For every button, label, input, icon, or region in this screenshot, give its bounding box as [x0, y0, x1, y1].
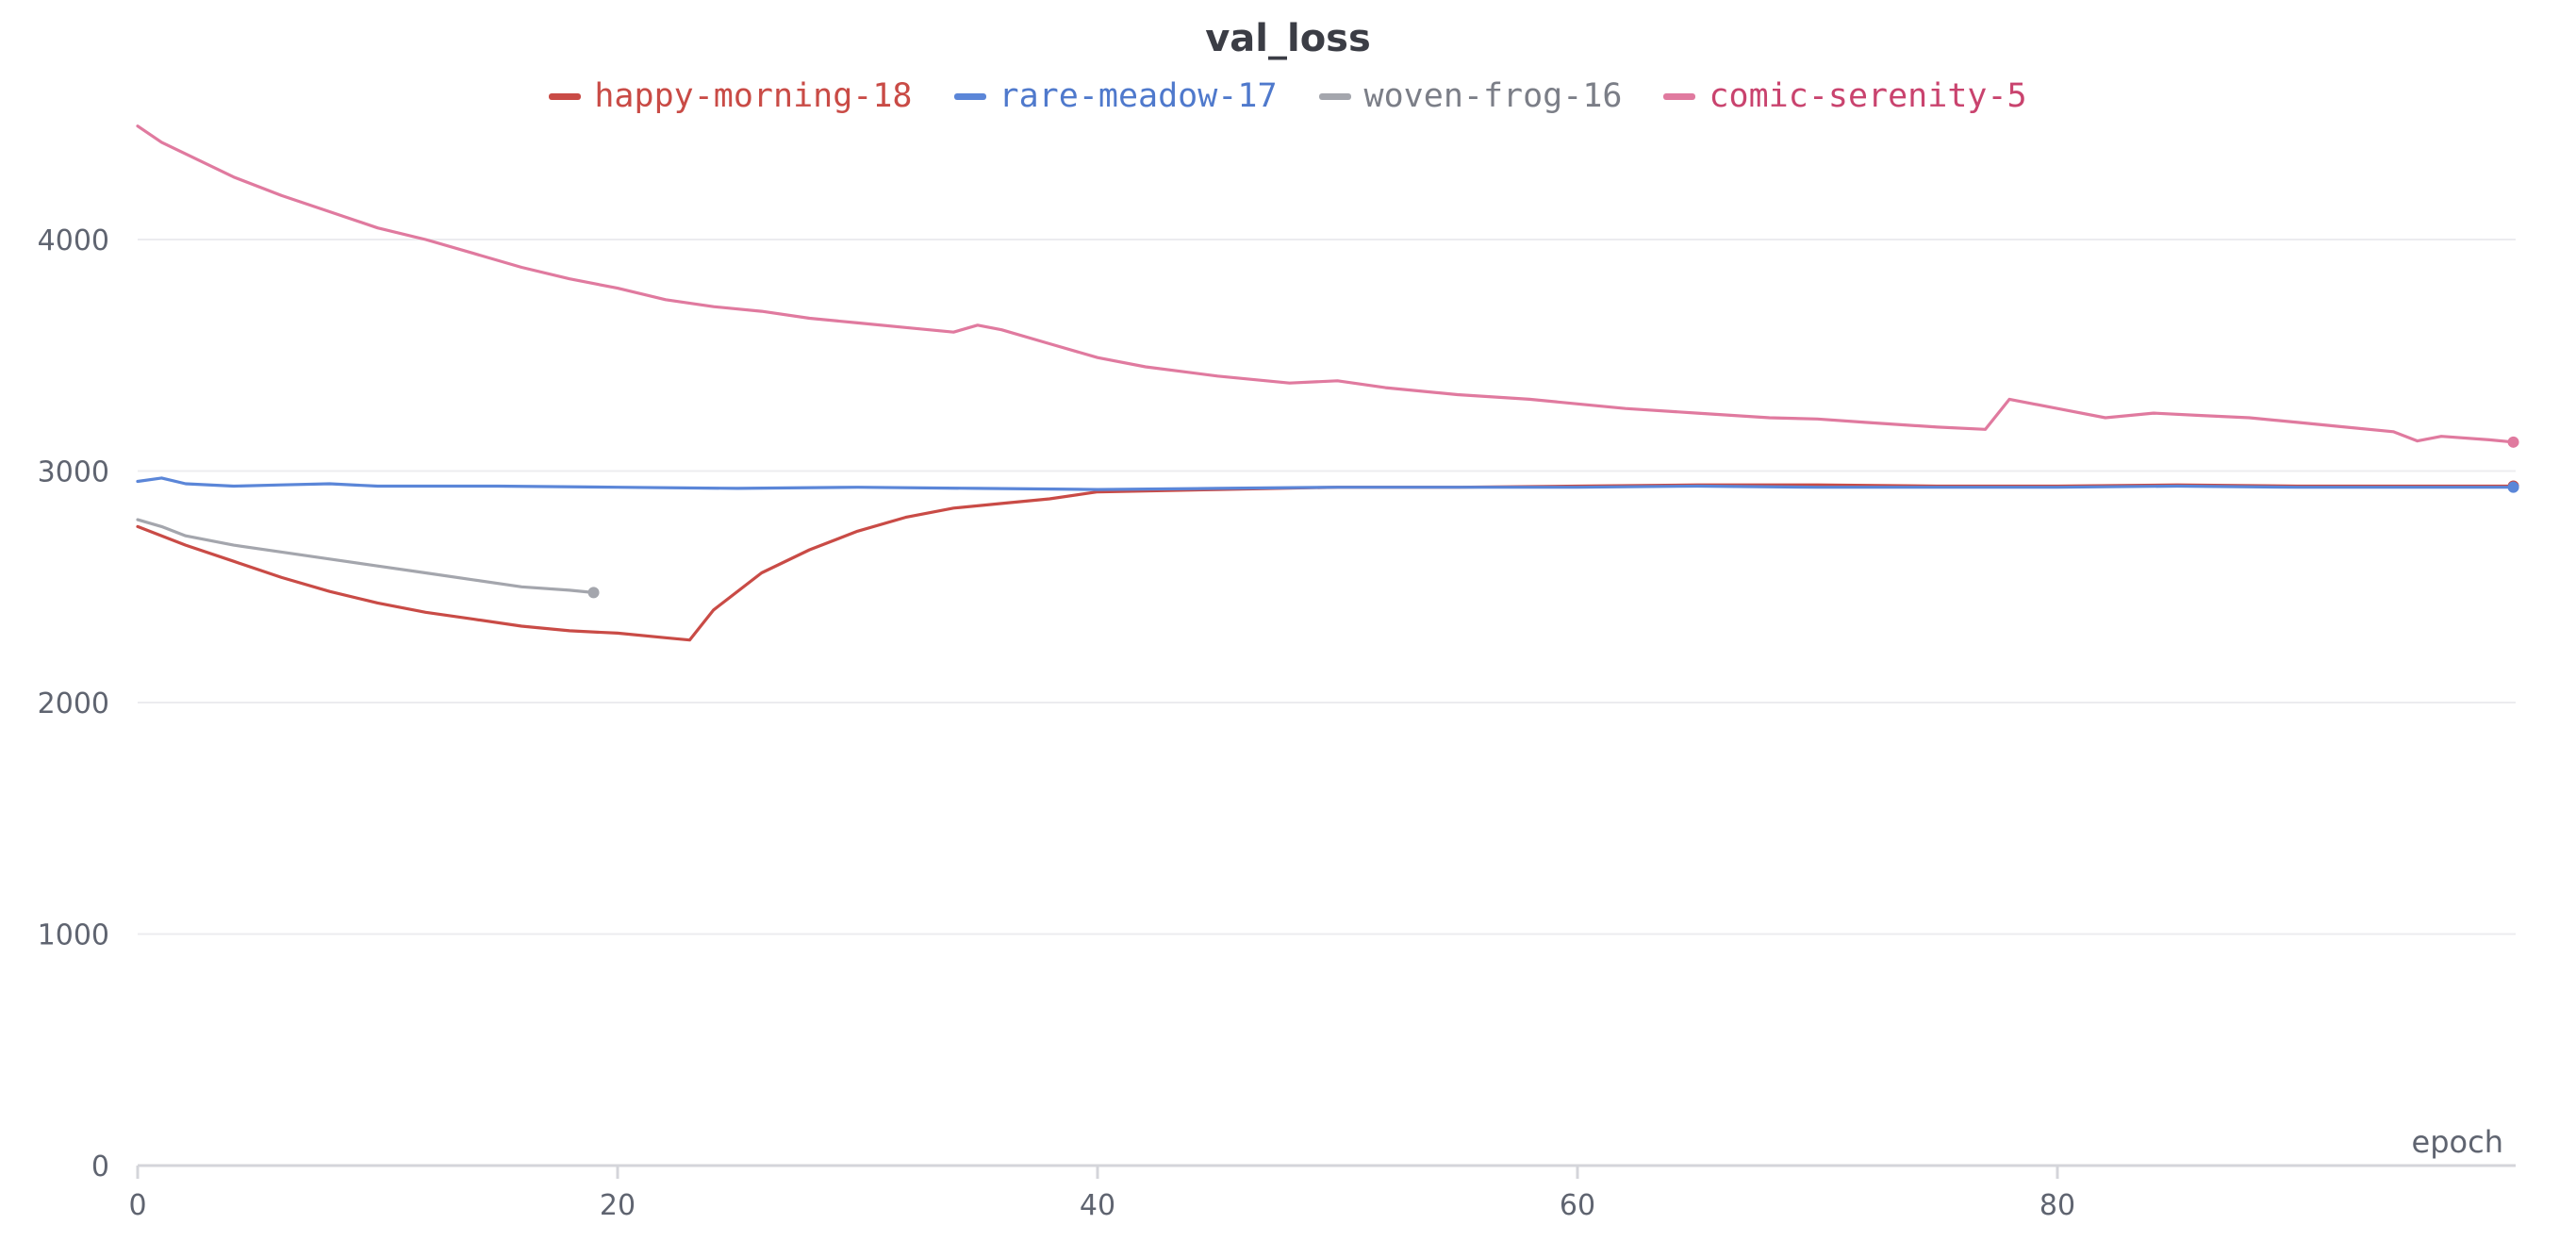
y-tick-label: 3000 — [38, 456, 109, 489]
legend-label: happy-morning-18 — [594, 77, 913, 115]
y-tick-label: 2000 — [38, 687, 109, 720]
legend-label: rare-meadow-17 — [999, 77, 1278, 115]
x-axis-label: epoch — [2412, 1124, 2503, 1160]
x-tick-label: 0 — [128, 1189, 146, 1222]
x-tick-label: 60 — [1560, 1189, 1595, 1222]
x-tick-label: 40 — [1080, 1189, 1115, 1222]
legend-swatch — [1663, 92, 1696, 100]
series-end-point-comic-serenity-5[interactable] — [2507, 436, 2519, 448]
y-tick-label: 0 — [91, 1150, 109, 1183]
legend-swatch — [953, 92, 986, 100]
legend-label: comic-serenity-5 — [1709, 77, 2027, 115]
legend-swatch — [1318, 92, 1351, 100]
legend-label: woven-frog-16 — [1363, 77, 1623, 115]
series — [136, 124, 2519, 642]
series-end-point-rare-meadow-17[interactable] — [2507, 481, 2519, 493]
y-tick-label: 1000 — [38, 919, 109, 952]
grid — [138, 239, 2516, 935]
series-line-happy-morning-18[interactable] — [136, 483, 2516, 642]
axes: 0 1000 2000 3000 4000 0 20 40 60 80 — [38, 224, 2516, 1222]
series-line-comic-serenity-5[interactable] — [136, 124, 2516, 444]
x-tick-label: 20 — [600, 1189, 636, 1222]
series-end-point-woven-frog-16[interactable] — [587, 587, 600, 599]
y-tick-label: 4000 — [38, 224, 109, 257]
legend-item-woven-frog-16[interactable]: woven-frog-16 — [1318, 77, 1623, 115]
legend-swatch — [549, 92, 582, 100]
series-line-rare-meadow-17[interactable] — [136, 476, 2516, 491]
legend-item-comic-serenity-5[interactable]: comic-serenity-5 — [1663, 77, 2027, 115]
chart-title: val_loss — [1205, 17, 1371, 60]
legend: happy-morning-18 rare-meadow-17 woven-fr… — [0, 77, 2576, 115]
x-tick-label: 80 — [2039, 1189, 2075, 1222]
legend-item-rare-meadow-17[interactable]: rare-meadow-17 — [953, 77, 1278, 115]
series-line-woven-frog-16[interactable] — [136, 518, 596, 595]
legend-item-happy-morning-18[interactable]: happy-morning-18 — [549, 77, 913, 115]
